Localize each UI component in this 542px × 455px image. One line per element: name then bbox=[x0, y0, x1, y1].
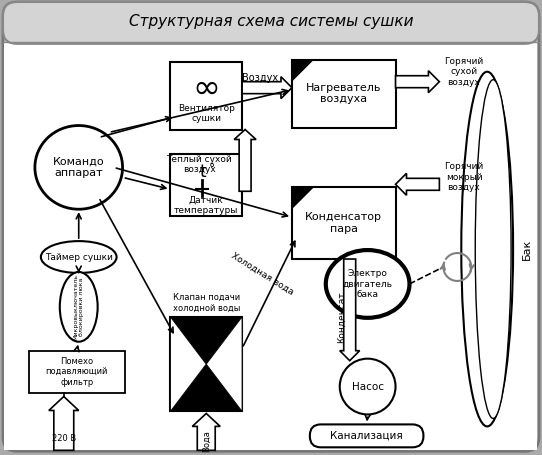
Ellipse shape bbox=[41, 241, 117, 273]
Polygon shape bbox=[396, 173, 440, 195]
Text: Горячий
сухой
воздух: Горячий сухой воздух bbox=[444, 57, 483, 86]
Text: Насос: Насос bbox=[352, 382, 384, 392]
Text: ∞: ∞ bbox=[192, 72, 220, 105]
Text: Вентилятор
сушки: Вентилятор сушки bbox=[178, 104, 235, 123]
Polygon shape bbox=[170, 317, 207, 411]
Text: °: ° bbox=[209, 162, 215, 175]
Text: Конденсатор
пара: Конденсатор пара bbox=[305, 212, 382, 234]
Polygon shape bbox=[292, 60, 314, 82]
Text: Датчик
температуры: Датчик температуры bbox=[174, 196, 238, 215]
FancyBboxPatch shape bbox=[3, 2, 539, 44]
FancyBboxPatch shape bbox=[310, 425, 423, 447]
Polygon shape bbox=[170, 317, 242, 364]
Ellipse shape bbox=[60, 272, 98, 342]
Text: Теплый сухой
воздух: Теплый сухой воздух bbox=[166, 155, 232, 174]
Text: Бак: Бак bbox=[522, 238, 532, 260]
Polygon shape bbox=[49, 396, 79, 450]
Text: Помехо
подавляющий
фильтр: Помехо подавляющий фильтр bbox=[46, 357, 108, 386]
Polygon shape bbox=[340, 259, 360, 361]
Text: Командо
аппарат: Командо аппарат bbox=[53, 157, 105, 178]
Ellipse shape bbox=[340, 359, 396, 415]
Ellipse shape bbox=[461, 72, 513, 426]
Bar bbox=[170, 317, 242, 411]
Bar bbox=[170, 154, 242, 216]
Text: Холодная вода: Холодная вода bbox=[229, 251, 295, 297]
Bar bbox=[4, 43, 537, 450]
Text: Таймер сушки: Таймер сушки bbox=[45, 253, 113, 262]
Text: Электро
двигатель
бака: Электро двигатель бака bbox=[343, 269, 392, 299]
Polygon shape bbox=[292, 187, 314, 209]
Polygon shape bbox=[234, 130, 256, 191]
Text: Клапан подачи
холодной воды: Клапан подачи холодной воды bbox=[172, 293, 240, 313]
Text: Структурная схема системы сушки: Структурная схема системы сушки bbox=[129, 15, 413, 30]
FancyBboxPatch shape bbox=[3, 2, 539, 451]
Ellipse shape bbox=[35, 126, 122, 209]
Polygon shape bbox=[396, 71, 440, 93]
Bar bbox=[292, 187, 396, 259]
Text: Вода: Вода bbox=[202, 430, 211, 452]
Bar bbox=[170, 62, 242, 130]
Text: Канализация: Канализация bbox=[330, 431, 403, 441]
Text: Горячий
мокрый
воздух: Горячий мокрый воздух bbox=[444, 162, 483, 192]
Text: Воздух: Воздух bbox=[242, 73, 278, 83]
Bar bbox=[292, 60, 396, 127]
Polygon shape bbox=[207, 317, 242, 411]
Polygon shape bbox=[170, 364, 242, 411]
Text: Микровыключатель
блокировки люка: Микровыключатель блокировки люка bbox=[73, 274, 84, 340]
Text: 220 В: 220 В bbox=[51, 434, 76, 443]
Text: Нагреватель
воздуха: Нагреватель воздуха bbox=[306, 83, 382, 105]
Ellipse shape bbox=[475, 80, 511, 419]
Text: Конденсат: Конденсат bbox=[337, 291, 346, 343]
Ellipse shape bbox=[326, 250, 410, 318]
Bar bbox=[29, 351, 125, 393]
Text: t: t bbox=[199, 163, 205, 182]
Polygon shape bbox=[242, 77, 292, 99]
Polygon shape bbox=[192, 414, 220, 450]
